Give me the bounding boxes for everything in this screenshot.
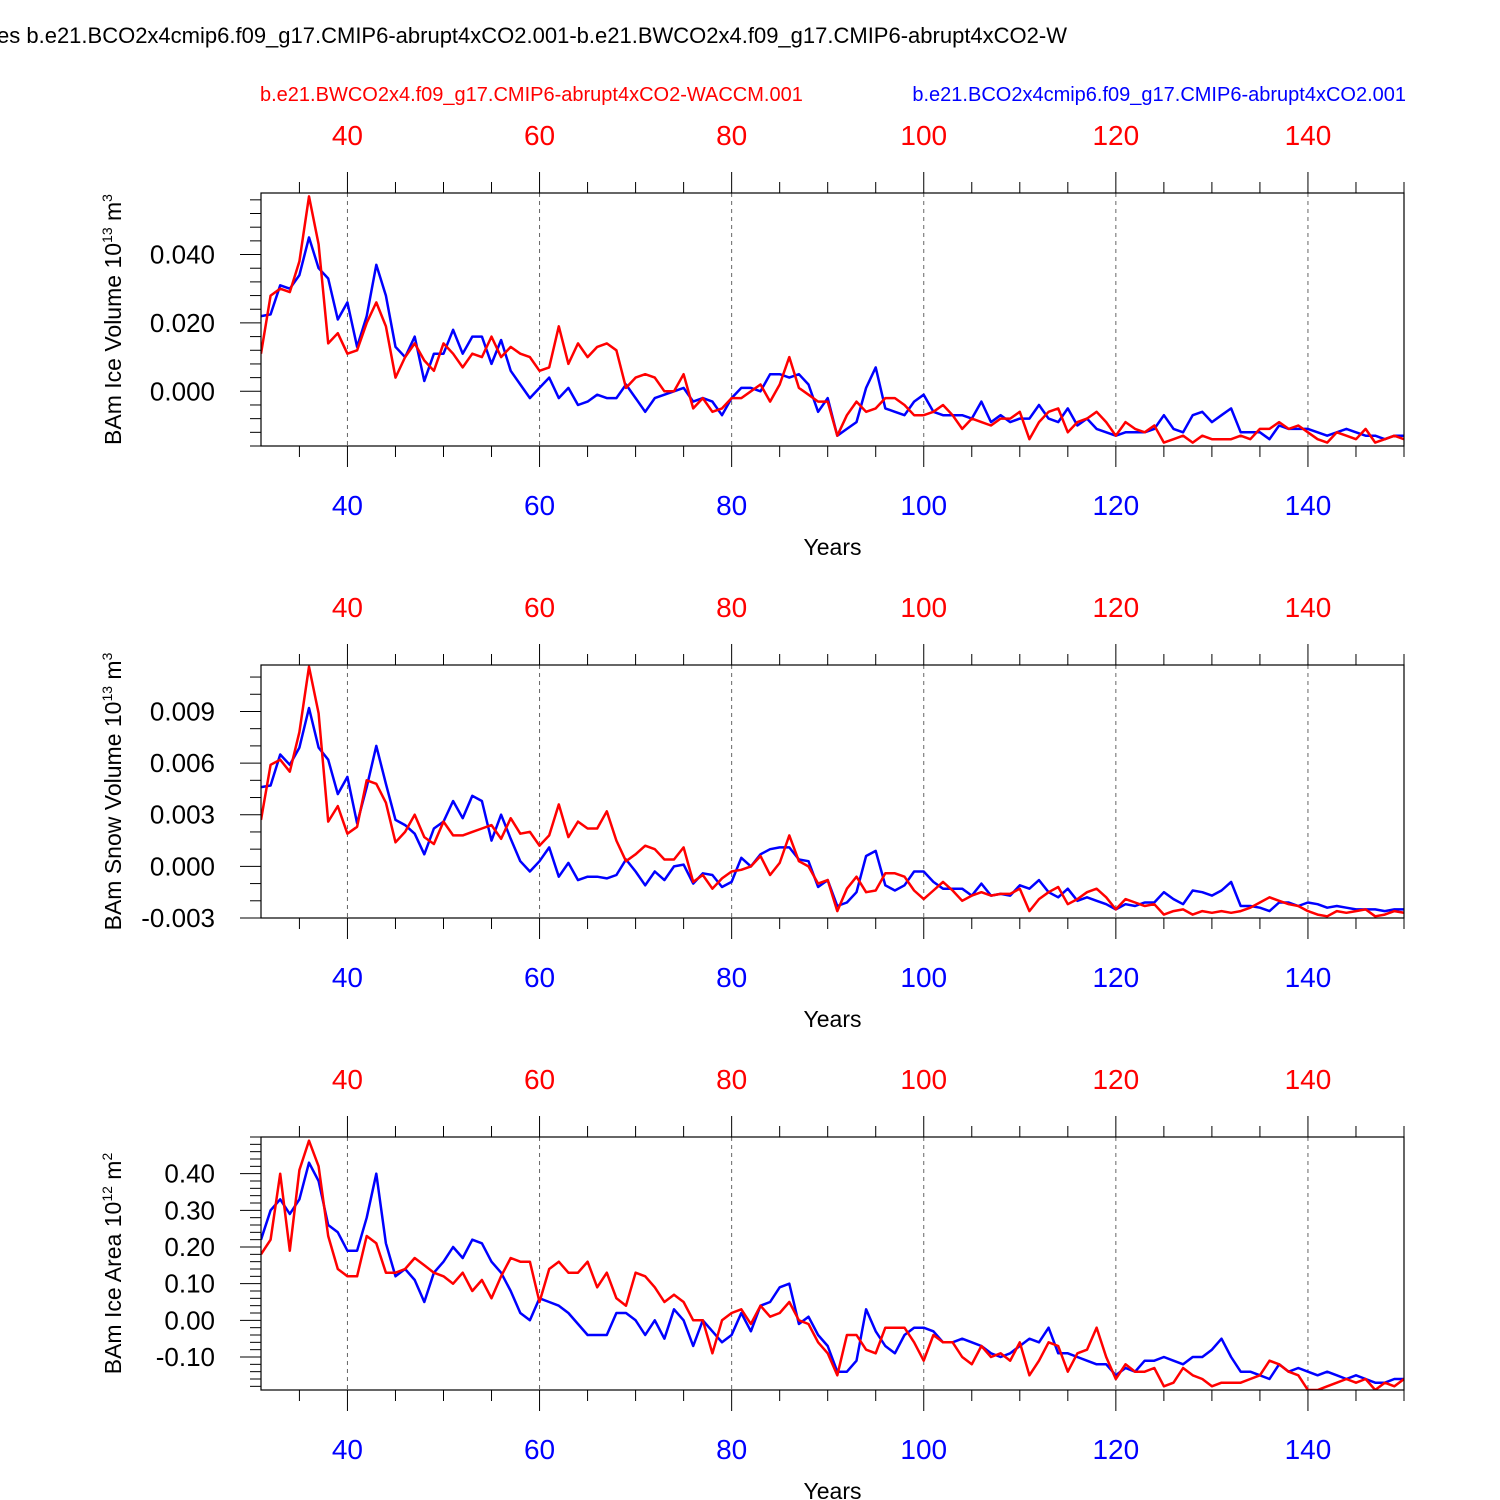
y-tick-label: 0.009 bbox=[150, 696, 215, 726]
y-tick-label: 0.20 bbox=[164, 1232, 215, 1262]
x-tick-label-top: 140 bbox=[1285, 1064, 1332, 1095]
x-tick-label-top: 140 bbox=[1285, 120, 1332, 151]
x-tick-label-top: 120 bbox=[1092, 592, 1139, 623]
y-tick-label: 0.006 bbox=[150, 748, 215, 778]
y-tick-label: 0.30 bbox=[164, 1195, 215, 1225]
x-tick-label-top: 40 bbox=[332, 1064, 363, 1095]
x-axis-title: Years bbox=[804, 1478, 862, 1500]
y-tick-label: 0.40 bbox=[164, 1159, 215, 1189]
x-tick-label-top: 100 bbox=[900, 120, 947, 151]
chart-panel-2: 0.009 0.006 0.003 0.000 -0.003 40 40 60 60 80 80 10… bbox=[99, 592, 1405, 1032]
y-tick-label: 0.040 bbox=[150, 240, 215, 270]
plot-frame bbox=[260, 192, 1405, 447]
x-axis-title: Years bbox=[804, 534, 862, 560]
series-line-red bbox=[261, 665, 1404, 918]
x-tick-label-top: 40 bbox=[332, 592, 363, 623]
x-tick-label-bottom: 120 bbox=[1092, 490, 1139, 521]
panels-group: 0.040 0.020 0.000 40 40 60 60 80 80 100 100 120 120 1… bbox=[99, 120, 1405, 1500]
y-tick-label: 0.00 bbox=[164, 1305, 215, 1335]
chart-panel-1: 0.040 0.020 0.000 40 40 60 60 80 80 100 100 120 120 1… bbox=[99, 120, 1405, 560]
x-tick-label-top: 120 bbox=[1092, 1064, 1139, 1095]
x-tick-label-bottom: 140 bbox=[1285, 1434, 1332, 1465]
y-tick-label: -0.003 bbox=[141, 903, 215, 933]
y-tick-label: 0.000 bbox=[150, 376, 215, 406]
y-tick-label: 0.10 bbox=[164, 1269, 215, 1299]
x-tick-label-top: 60 bbox=[524, 120, 555, 151]
series-line-blue bbox=[261, 706, 1404, 913]
x-axis-title: Years bbox=[804, 1006, 862, 1032]
x-tick-label-top: 60 bbox=[524, 1064, 555, 1095]
series-line-red bbox=[261, 195, 1404, 444]
x-tick-label-bottom: 60 bbox=[524, 490, 555, 521]
y-tick-label: 0.000 bbox=[150, 851, 215, 881]
series-line-red bbox=[261, 1139, 1404, 1390]
x-tick-label-bottom: 40 bbox=[332, 1434, 363, 1465]
series-line-blue bbox=[261, 236, 1404, 441]
x-tick-label-bottom: 40 bbox=[332, 490, 363, 521]
figure-title: alies b.e21.BCO2x4cmip6.f09_g17.CMIP6-ab… bbox=[0, 23, 1067, 48]
plot-frame bbox=[260, 1136, 1405, 1391]
y-tick-label: 0.003 bbox=[150, 800, 215, 830]
plot-frame bbox=[260, 664, 1405, 919]
x-tick-label-top: 80 bbox=[716, 1064, 747, 1095]
x-tick-label-bottom: 140 bbox=[1285, 490, 1332, 521]
x-tick-label-bottom: 60 bbox=[524, 962, 555, 993]
x-tick-label-bottom: 80 bbox=[716, 490, 747, 521]
x-tick-label-bottom: 40 bbox=[332, 962, 363, 993]
x-tick-label-bottom: 120 bbox=[1092, 1434, 1139, 1465]
x-tick-label-top: 140 bbox=[1285, 592, 1332, 623]
x-tick-label-bottom: 120 bbox=[1092, 962, 1139, 993]
x-tick-label-bottom: 100 bbox=[900, 1434, 947, 1465]
x-tick-label-top: 100 bbox=[900, 1064, 947, 1095]
y-axis-title: BAm Snow Volume 1013 m3 bbox=[99, 652, 126, 930]
x-tick-label-bottom: 80 bbox=[716, 962, 747, 993]
series-line-blue bbox=[261, 1161, 1404, 1384]
y-tick-label: 0.020 bbox=[150, 308, 215, 338]
y-tick-label: -0.10 bbox=[156, 1342, 215, 1372]
x-tick-label-bottom: 100 bbox=[900, 490, 947, 521]
x-tick-label-bottom: 140 bbox=[1285, 962, 1332, 993]
x-tick-label-bottom: 100 bbox=[900, 962, 947, 993]
chart-panel-3: 0.40 0.30 0.20 0.10 0.00 -0.10 40 40 60 60 80 80 100… bbox=[99, 1064, 1405, 1500]
x-tick-label-top: 40 bbox=[332, 120, 363, 151]
x-tick-label-bottom: 80 bbox=[716, 1434, 747, 1465]
x-tick-label-top: 120 bbox=[1092, 120, 1139, 151]
x-tick-label-top: 80 bbox=[716, 120, 747, 151]
legend-blue-label: b.e21.BCO2x4cmip6.f09_g17.CMIP6-abrupt4x… bbox=[912, 84, 1406, 106]
legend-red-label: b.e21.BWCO2x4.f09_g17.CMIP6-abrupt4xCO2-… bbox=[260, 84, 803, 106]
x-tick-label-top: 100 bbox=[900, 592, 947, 623]
y-axis-title: BAm Ice Volume 1013 m3 bbox=[99, 194, 126, 445]
x-tick-label-bottom: 60 bbox=[524, 1434, 555, 1465]
y-axis-title: BAm Ice Area 1012 m2 bbox=[99, 1153, 126, 1375]
x-tick-label-top: 80 bbox=[716, 592, 747, 623]
x-tick-label-top: 60 bbox=[524, 592, 555, 623]
